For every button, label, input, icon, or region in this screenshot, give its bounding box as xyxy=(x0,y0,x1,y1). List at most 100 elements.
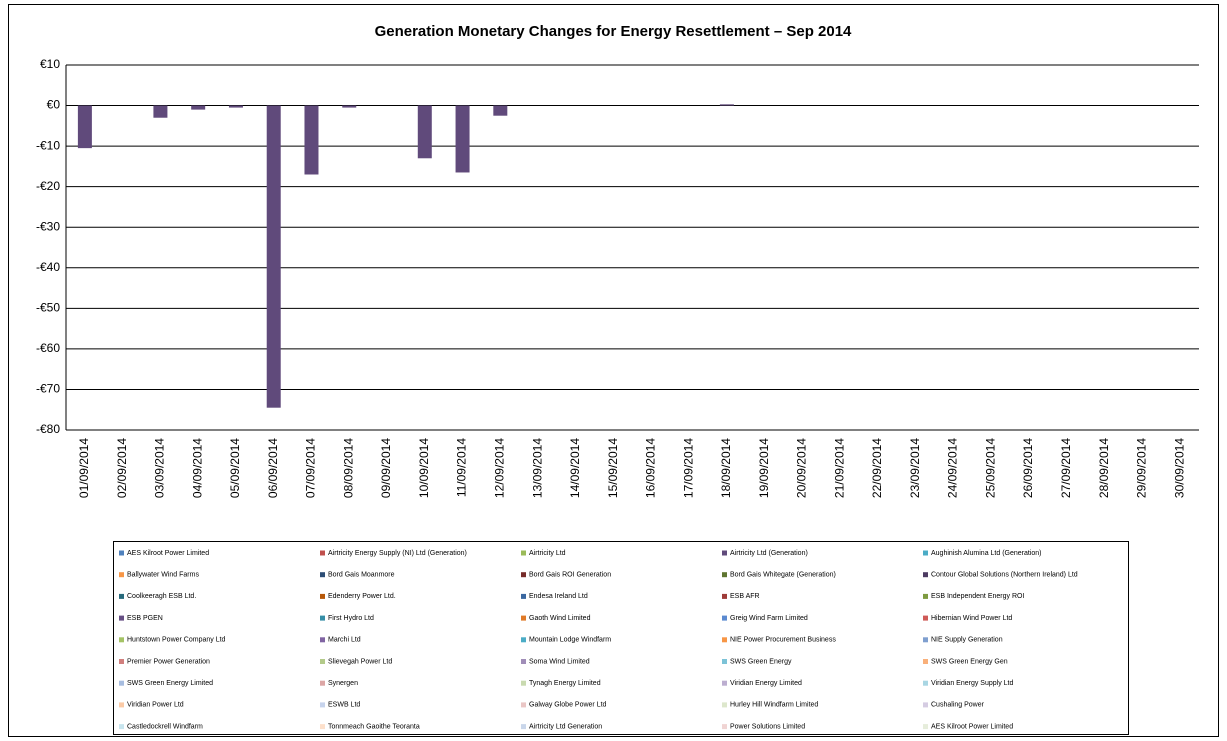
legend-swatch xyxy=(320,550,325,556)
legend-swatch xyxy=(119,637,124,643)
legend-swatch xyxy=(521,702,526,708)
x-tick-label: 05/09/2014 xyxy=(228,438,242,498)
legend-swatch xyxy=(521,572,526,578)
y-tick-label: -€40 xyxy=(36,260,60,274)
legend-label: Airtricity Ltd (Generation) xyxy=(730,550,808,557)
legend-swatch xyxy=(119,593,124,599)
legend-swatch xyxy=(320,572,325,578)
legend-swatch xyxy=(923,572,928,578)
legend-swatch xyxy=(923,593,928,599)
legend-label: Marchi Ltd xyxy=(328,637,361,644)
y-tick-label: -€70 xyxy=(36,382,60,396)
y-tick-label: -€10 xyxy=(36,138,60,152)
chart-border xyxy=(8,4,1219,737)
legend-label: Hibernian Wind Power Ltd xyxy=(931,615,1012,622)
x-tick-label: 21/09/2014 xyxy=(832,438,846,498)
legend-swatch xyxy=(119,615,124,621)
x-tick-label: 27/09/2014 xyxy=(1059,438,1073,498)
legend-swatch xyxy=(923,637,928,643)
legend-swatch xyxy=(923,702,928,708)
x-tick-label: 09/09/2014 xyxy=(379,438,393,498)
legend-swatch xyxy=(320,593,325,599)
legend-swatch xyxy=(722,680,727,686)
x-tick-label: 17/09/2014 xyxy=(681,438,695,498)
legend-swatch xyxy=(320,680,325,686)
legend-label: Tonnmeach Gaoithe Teoranta xyxy=(328,723,420,730)
bar xyxy=(719,104,734,106)
legend-label: NIE Supply Generation xyxy=(931,637,1003,644)
x-tick-label: 14/09/2014 xyxy=(568,438,582,498)
bar xyxy=(304,105,319,175)
legend-label: Cushaling Power xyxy=(931,702,985,709)
legend-label: SWS Green Energy Gen xyxy=(931,658,1008,665)
x-tick-label: 28/09/2014 xyxy=(1097,438,1111,498)
bar xyxy=(191,105,206,110)
x-tick-label: 06/09/2014 xyxy=(266,438,280,498)
legend-swatch xyxy=(320,659,325,664)
bar xyxy=(342,105,357,108)
legend-label: Soma Wind Limited xyxy=(529,658,590,665)
x-tick-label: 25/09/2014 xyxy=(983,438,997,498)
legend-swatch xyxy=(923,550,928,556)
legend-label: ESB PGEN xyxy=(127,615,163,622)
legend-label: First Hydro Ltd xyxy=(328,615,374,622)
x-tick-label: 22/09/2014 xyxy=(870,438,884,498)
legend-label: NIE Power Procurement Business xyxy=(730,637,836,644)
y-tick-label: -€80 xyxy=(36,422,60,436)
y-tick-label: -€60 xyxy=(36,341,60,355)
legend-swatch xyxy=(722,702,727,708)
legend-label: Coolkeeragh ESB Ltd. xyxy=(127,593,196,600)
chart-title: Generation Monetary Changes for Energy R… xyxy=(375,23,852,40)
legend-swatch xyxy=(722,593,727,599)
x-tick-label: 18/09/2014 xyxy=(719,438,733,498)
legend-label: Viridian Energy Limited xyxy=(730,680,802,687)
x-tick-label: 04/09/2014 xyxy=(190,438,204,498)
legend-swatch xyxy=(119,659,124,664)
legend-swatch xyxy=(722,572,727,578)
y-tick-label: €10 xyxy=(40,57,60,71)
legend-swatch xyxy=(119,550,124,556)
legend-swatch xyxy=(320,724,325,730)
legend-label: Power Solutions Limited xyxy=(730,723,805,730)
legend-swatch xyxy=(923,615,928,621)
y-tick-label: -€20 xyxy=(36,179,60,193)
legend-label: SWS Green Energy xyxy=(730,658,792,665)
legend-swatch xyxy=(521,724,526,730)
legend-label: Premier Power Generation xyxy=(127,658,210,665)
legend-label: Ballywater Wind Farms xyxy=(127,572,199,579)
legend-label: Edenderry Power Ltd. xyxy=(328,593,396,600)
bar xyxy=(266,105,281,408)
y-tick-label: -€30 xyxy=(36,219,60,233)
legend-swatch xyxy=(722,550,727,556)
y-tick-label: €0 xyxy=(47,98,61,112)
x-tick-label: 03/09/2014 xyxy=(153,438,167,498)
x-tick-label: 19/09/2014 xyxy=(757,438,771,498)
legend-label: Synergen xyxy=(328,680,358,687)
legend-swatch xyxy=(320,702,325,708)
legend-label: Bord Gais Whitegate (Generation) xyxy=(730,572,836,579)
legend-swatch xyxy=(722,724,727,730)
x-tick-label: 15/09/2014 xyxy=(606,438,620,498)
legend-label: AES Kilroot Power Limited xyxy=(127,550,209,557)
legend-label: Greig Wind Farm Limited xyxy=(730,615,808,622)
legend-label: Mountain Lodge Windfarm xyxy=(529,637,611,644)
legend-swatch xyxy=(521,659,526,664)
legend-swatch xyxy=(521,550,526,556)
legend-label: Bord Gais ROI Generation xyxy=(529,572,611,579)
legend-label: Huntstown Power Company Ltd xyxy=(127,637,226,644)
x-tick-label: 08/09/2014 xyxy=(341,438,355,498)
legend-swatch xyxy=(521,593,526,599)
x-tick-label: 02/09/2014 xyxy=(115,438,129,498)
legend-swatch xyxy=(119,702,124,708)
x-tick-label: 20/09/2014 xyxy=(795,438,809,498)
legend-swatch xyxy=(722,659,727,664)
x-tick-label: 01/09/2014 xyxy=(77,438,91,498)
legend-swatch xyxy=(521,615,526,621)
x-tick-label: 12/09/2014 xyxy=(492,438,506,498)
x-tick-label: 23/09/2014 xyxy=(908,438,922,498)
x-tick-label: 30/09/2014 xyxy=(1172,438,1186,498)
legend-label: Endesa Ireland Ltd xyxy=(529,593,588,600)
legend-label: Aughinish Alumina Ltd (Generation) xyxy=(931,550,1042,557)
x-tick-label: 24/09/2014 xyxy=(946,438,960,498)
